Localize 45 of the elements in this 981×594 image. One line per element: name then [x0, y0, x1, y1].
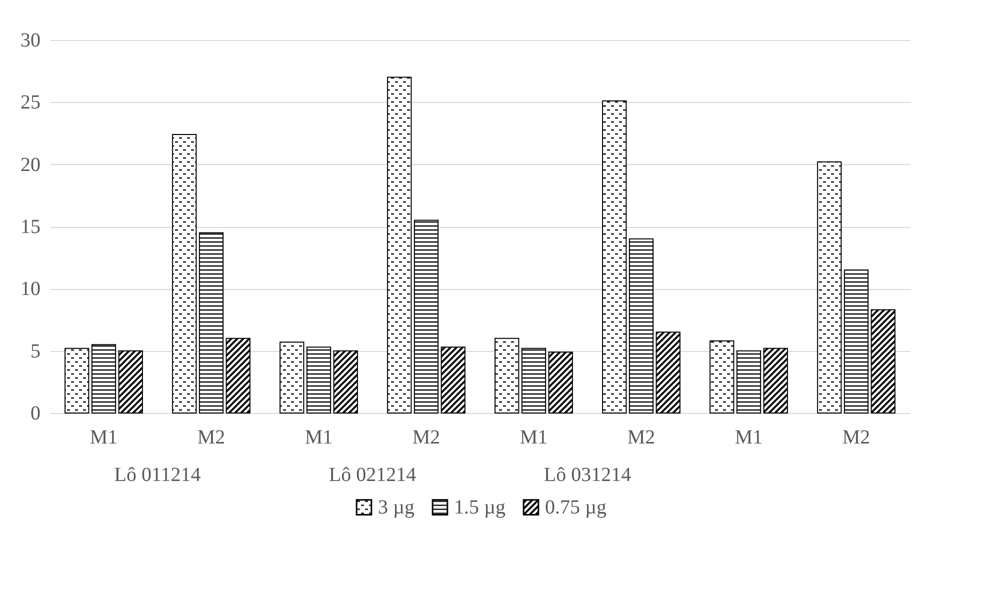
x-tick-label: M1	[734, 426, 763, 448]
bar	[440, 346, 466, 414]
y-tick-label: 15	[20, 216, 40, 238]
y-tick-label: 5	[30, 340, 40, 362]
bar	[763, 348, 788, 414]
x-tick-label: M2	[627, 426, 656, 448]
x-tick-label: M2	[412, 426, 440, 448]
x-tick-label: M1	[90, 426, 118, 448]
bar	[414, 220, 439, 414]
legend-label: 0.75 µg	[545, 496, 607, 518]
y-tick-label: 30	[20, 30, 40, 52]
bar	[280, 342, 304, 414]
bar	[226, 338, 250, 414]
x-tick-label: M2	[842, 426, 870, 448]
y-tick-label: 25	[20, 92, 40, 114]
bar	[844, 270, 869, 414]
bar	[602, 100, 627, 414]
legend-label: 1.5 µg	[454, 496, 506, 518]
bar	[387, 76, 412, 414]
y-tick-label: 20	[20, 154, 40, 176]
bar	[494, 338, 520, 414]
bar	[118, 350, 143, 414]
bar	[817, 161, 842, 414]
bar	[333, 350, 358, 414]
bar	[548, 352, 573, 414]
text: Lô 031214	[544, 464, 632, 486]
y-tick-label: 10	[20, 278, 40, 300]
bar	[91, 344, 116, 414]
bar	[870, 309, 896, 414]
bar	[656, 332, 680, 414]
bar	[172, 134, 197, 414]
text: Lô 021214	[328, 464, 416, 486]
bar	[198, 232, 224, 414]
x-tick-label: M1	[520, 426, 548, 448]
text: Lô 011214	[114, 464, 201, 486]
bar	[736, 350, 762, 414]
x-tick-label: M1	[304, 426, 333, 448]
bar	[306, 346, 332, 414]
bar	[628, 238, 654, 414]
bar	[64, 348, 90, 414]
bar	[521, 348, 546, 414]
x-tick-label: M2	[197, 426, 226, 448]
bar	[710, 340, 734, 414]
legend-label: 3 µg	[378, 496, 415, 518]
y-tick-label: 0	[30, 402, 40, 424]
